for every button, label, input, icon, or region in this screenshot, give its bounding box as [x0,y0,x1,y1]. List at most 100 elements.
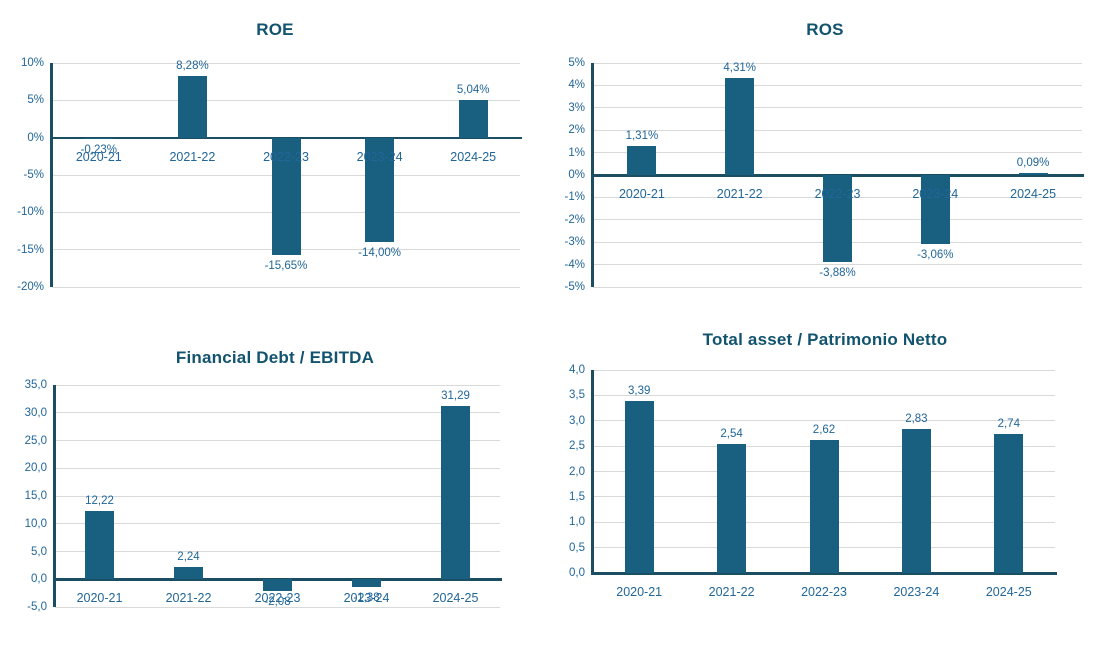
y-axis-line [591,370,594,573]
x-axis-category-label: 2024-25 [450,149,497,164]
gridline [52,286,520,288]
bar [994,433,1024,573]
bar [174,566,203,580]
gridline [593,129,1082,131]
y-axis-tick-label: -20% [17,281,44,293]
x-axis-category-label: 2021-22 [165,591,212,606]
bar [85,511,114,580]
x-axis-category-label: 2020-21 [618,187,665,201]
bar-value-label: 2,54 [720,428,743,441]
gridline [55,440,500,441]
gridline [593,420,1055,422]
gridline [52,62,520,64]
y-axis-tick-label: 2% [568,124,585,137]
y-axis-tick-label: 20,0 [24,462,47,475]
y-axis-tick-label: 2,0 [569,465,585,478]
bar-value-label: 2,83 [905,413,928,426]
y-axis-tick-label: -5% [564,281,585,293]
y-axis-tick-label: 10,0 [24,517,47,530]
x-axis-category-label: 2021-22 [169,149,216,164]
plot-area-financial-debt-ebitda: 35,0 30,0 25,0 20,0 15,0 10,0 5,0 0,0 -5,0 12,22 2… [0,323,550,646]
bar [263,579,292,591]
gridline [593,62,1082,64]
bar-value-label: -15,65% [264,259,308,272]
y-axis-tick-label: 1,5 [569,490,585,503]
bar-value-label: 0,09% [1016,156,1050,169]
y-axis-tick-label: 0,0 [569,567,585,579]
bar-value-label: -14,00% [358,247,402,260]
chart-ros: ROS 5% 4% 3% 2% 1% 0% -1% -2% -3% -4% -5% 1,31% 2020… [550,0,1100,323]
y-axis-tick-label: 10% [20,57,44,69]
x-axis-category-label: 2023-24 [912,187,959,201]
bar-value-label: -3,88% [819,266,856,279]
gridline [52,99,520,101]
bar [627,145,657,175]
gridline [55,606,500,608]
bar-value-label: 5,04% [456,84,490,97]
y-axis-tick-label: -5,0 [27,601,47,613]
bar-value-label: 1,31% [625,129,659,142]
x-axis-category-label: 2020-21 [75,149,122,164]
bar [717,444,747,573]
gridline [593,107,1082,109]
gridline [593,84,1082,86]
gridline [55,412,500,414]
x-axis-category-label: 2023-24 [893,585,940,599]
y-axis-tick-label: 30,0 [24,406,47,419]
bar-value-label: 3,39 [627,384,651,397]
bar [177,75,207,138]
bar [271,137,301,255]
bar-value-label: 2,62 [812,424,836,437]
y-axis-tick-label: 1,0 [569,516,585,529]
plot-area-ros: 5% 4% 3% 2% 1% 0% -1% -2% -3% -4% -5% 1,31% 2020-21 4… [550,0,1100,323]
y-axis-tick-label: -4% [564,258,585,271]
bar-value-label: -3,06% [917,248,954,261]
chart-total-asset-patrimonio-netto: Total asset / Patrimonio Netto 4,0 3,5 3,0… [550,323,1100,646]
y-axis-tick-label: 2,5 [569,440,585,453]
y-axis-tick-label: -2% [564,213,585,226]
x-axis-category-label: 2022-23 [254,591,301,606]
x-axis-category-label: 2021-22 [716,187,763,201]
y-axis-tick-label: 3,5 [569,389,585,402]
y-axis-tick-label: -5% [23,169,44,181]
gridline [593,394,1055,396]
chart-title-total-asset-patrimonio-netto: Total asset / Patrimonio Netto [702,330,948,349]
y-axis-tick-label: 35,0 [24,379,47,391]
gridline [55,495,500,497]
y-axis-tick-label: 4,0 [569,364,585,376]
y-axis-tick-label: -3% [564,236,585,249]
bar [920,175,950,244]
bar-value-label: 31,29 [441,389,470,402]
bar-value-label: 12,22 [85,495,114,508]
gridline [55,523,500,525]
bar [365,137,395,243]
y-axis-tick-label: -10% [17,206,44,219]
y-axis-tick-label: 0,5 [569,541,585,554]
bar-value-label: 4,31% [723,62,756,75]
gridline [55,551,500,552]
chart-financial-debt-ebitda: Financial Debt / EBITDA 35,0 30,0 25,0 20,0… [0,323,550,646]
x-axis-category-label: 2021-22 [708,585,755,599]
bar [823,175,852,262]
y-axis-tick-label: 5,0 [31,545,47,558]
bar [441,405,470,580]
x-axis-category-label: 2022-23 [814,187,861,201]
x-axis-category-label: 2024-25 [432,591,479,606]
bar-value-label: -2,08 [264,595,291,608]
y-axis-tick-label: 3,0 [569,414,585,427]
bar [725,78,755,175]
x-axis-category-label: 2022-23 [263,149,309,164]
bar [458,100,488,138]
x-axis-category-label: 2022-23 [801,585,847,599]
bar-value-label: 2,74 [997,417,1020,430]
y-axis-tick-label: -1% [564,191,585,204]
y-axis-tick-label: 5% [27,94,44,107]
x-axis-category-label: 2020-21 [76,591,123,606]
x-axis-category-label: 2024-25 [1010,187,1057,201]
y-axis-tick-label: 3% [568,101,585,114]
bar [809,440,839,573]
y-axis-tick-label: -15% [17,243,44,256]
gridline [593,369,1055,371]
bar-value-label: -0,23% [80,144,118,157]
